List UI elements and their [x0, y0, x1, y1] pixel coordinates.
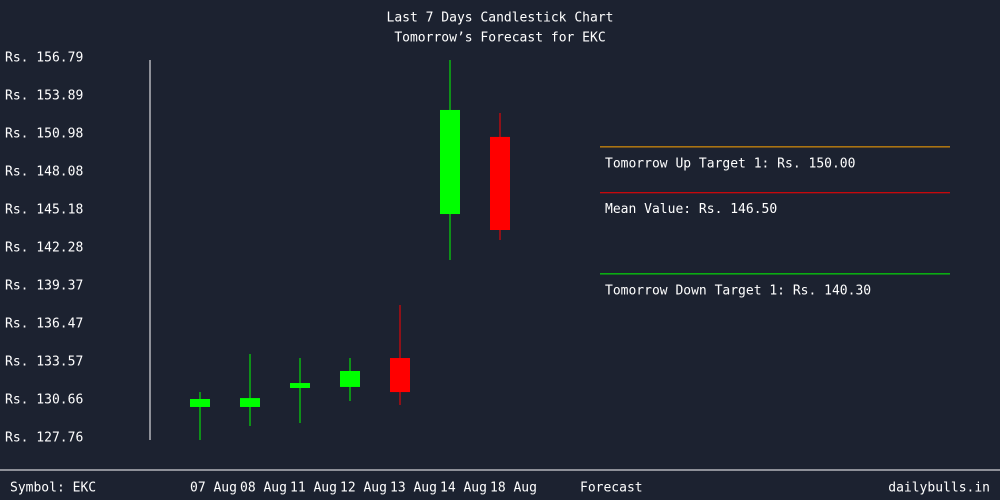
y-tick-label: Rs. 148.08 [5, 165, 83, 180]
forecast-label: Forecast [580, 481, 643, 496]
candle-body [440, 109, 460, 215]
symbol: Symbol: EKC [10, 481, 96, 496]
y-tick-label: Rs. 127.76 [5, 431, 83, 446]
y-tick-label: Rs. 142.28 [5, 240, 83, 255]
x-tick-label: 12 Aug [340, 481, 387, 496]
candle-body [240, 398, 260, 407]
target-label: Tomorrow Up Target 1: Rs. 150.00 [605, 156, 855, 171]
x-tick-label: 07 Aug [190, 481, 237, 496]
source: dailybulls.in [888, 481, 990, 496]
target-label: Tomorrow Down Target 1: Rs. 140.30 [605, 283, 871, 298]
x-tick-label: 14 Aug [440, 481, 487, 496]
x-tick-label: 18 Aug [490, 481, 537, 496]
y-tick-label: Rs. 133.57 [5, 354, 83, 369]
y-tick-label: Rs. 130.66 [5, 393, 83, 408]
y-tick-label: Rs. 145.18 [5, 202, 83, 217]
x-tick-label: 11 Aug [290, 481, 337, 496]
candle-body [390, 358, 410, 393]
y-tick-label: Rs. 136.47 [5, 316, 83, 331]
y-tick-label: Rs. 156.79 [5, 51, 83, 66]
y-tick-label: Rs. 153.89 [5, 88, 83, 103]
chart-title: Last 7 Days Candlestick Chart [387, 11, 614, 26]
candle-body [290, 383, 310, 388]
y-tick-label: Rs. 139.37 [5, 279, 83, 294]
y-tick-label: Rs. 150.98 [5, 127, 83, 142]
candle-body [340, 370, 360, 387]
x-tick-label: 08 Aug [240, 481, 287, 496]
candle-body [490, 136, 510, 231]
target-label: Mean Value: Rs. 146.50 [605, 202, 777, 217]
candle-body [190, 398, 210, 407]
x-tick-label: 13 Aug [390, 481, 437, 496]
chart-subtitle: Tomorrow’s Forecast for EKC [394, 31, 605, 46]
